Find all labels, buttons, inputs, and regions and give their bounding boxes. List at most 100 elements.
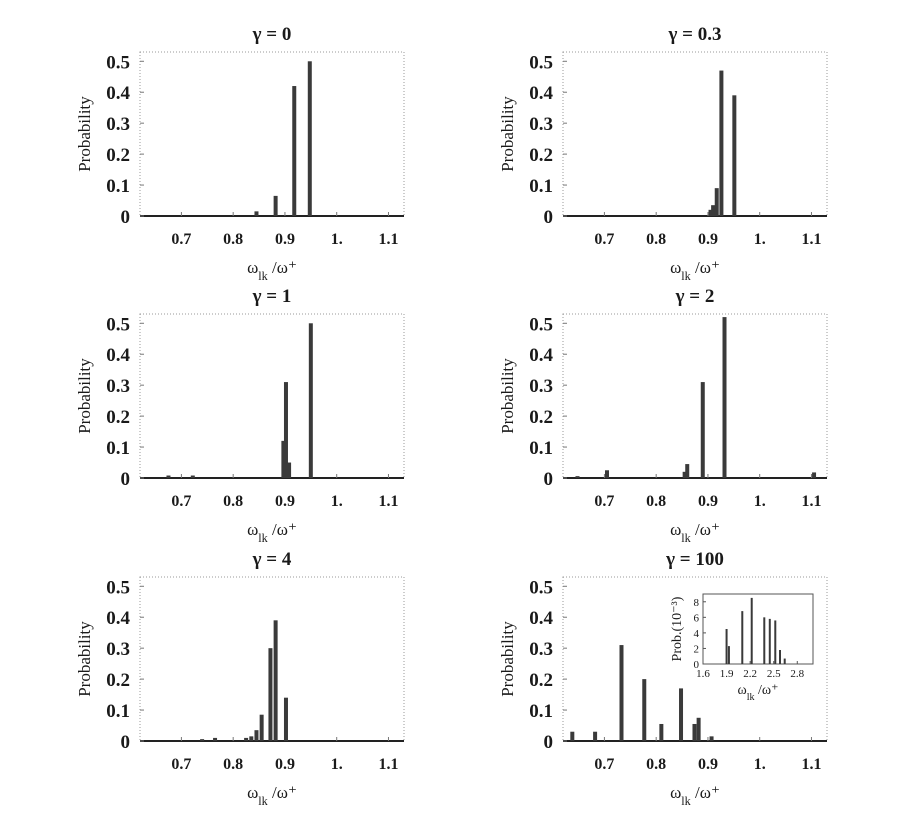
y-tick-label: 0.4 <box>106 345 130 366</box>
x-tick-label: 0.8 <box>223 756 243 773</box>
bar <box>708 209 713 216</box>
inset-x-tick-label: 2.5 <box>767 668 781 680</box>
y-tick-label: 0.5 <box>106 314 130 335</box>
inset-x-tick-label: 2.8 <box>790 668 804 680</box>
inset-x-tick-label: 2.2 <box>743 668 757 680</box>
y-tick-label: 0.5 <box>106 577 130 598</box>
x-tick-label: 1. <box>331 756 343 773</box>
x-tick-label: 1.1 <box>801 231 821 248</box>
inset-bar <box>763 617 766 664</box>
bar <box>711 205 716 216</box>
x-axis-label: ωlk /ω⁺ <box>247 520 297 545</box>
panel-0: γ = 0 0 0.1 0.2 0.3 0.4 0.5 0.7 0.8 0.9 1. 1.1 Proba… <box>75 24 405 283</box>
y-tick-label: 0.2 <box>106 407 130 428</box>
inset-y-tick-label: 0 <box>694 659 700 671</box>
bar <box>570 731 575 741</box>
bar <box>190 475 195 478</box>
bar <box>249 736 254 741</box>
y-tick-label: 0 <box>121 207 131 228</box>
bar <box>685 464 690 478</box>
y-tick-label: 0 <box>121 469 131 490</box>
plot-frame <box>139 576 405 742</box>
y-tick-label: 0.3 <box>529 114 553 135</box>
y-tick-label: 0.3 <box>529 376 553 397</box>
x-tick-label: 0.8 <box>223 231 243 248</box>
y-tick-label: 0.1 <box>529 176 553 197</box>
y-tick-label: 0.2 <box>529 407 553 428</box>
y-tick-label: 0.3 <box>529 639 553 660</box>
bar <box>259 714 264 741</box>
y-tick-label: 0.1 <box>106 176 130 197</box>
inset-y-axis-label: Prob.(10⁻³) <box>670 596 685 661</box>
y-tick-label: 0.4 <box>106 608 130 629</box>
bar <box>281 440 286 478</box>
bar <box>273 195 278 216</box>
x-tick-label: 0.9 <box>698 756 718 773</box>
inset-bar <box>725 629 728 664</box>
bar <box>575 476 580 478</box>
x-axis-label: ωlk /ω⁺ <box>670 258 720 283</box>
x-tick-label: 0.8 <box>223 493 243 510</box>
y-tick-label: 0.4 <box>529 345 553 366</box>
bar <box>605 470 609 478</box>
plot-frame <box>562 576 828 742</box>
y-axis-label: Probability <box>75 358 94 434</box>
bar <box>619 645 624 741</box>
inset-bar <box>727 646 730 664</box>
y-tick-label: 0.5 <box>529 314 553 335</box>
inset-bar <box>768 618 771 664</box>
y-tick-label: 0.1 <box>529 701 553 722</box>
y-axis-label: Probability <box>75 621 94 697</box>
plot-frame <box>562 313 828 479</box>
x-tick-label: 1. <box>754 231 766 248</box>
inset-x-tick-label: 1.6 <box>696 668 710 680</box>
inset-bar <box>741 611 744 664</box>
y-tick-label: 0 <box>544 732 554 753</box>
panel-title: γ = 2 <box>675 286 715 307</box>
x-tick-label: 0.9 <box>275 493 295 510</box>
x-tick-label: 0.7 <box>171 756 191 773</box>
bar <box>283 697 288 741</box>
y-axis-label: Probability <box>498 358 517 434</box>
panel-title: γ = 0 <box>252 24 292 45</box>
y-tick-label: 0.4 <box>529 608 553 629</box>
y-axis-label: Probability <box>75 96 94 172</box>
x-axis-label: ωlk /ω⁺ <box>247 258 297 283</box>
panel-title: γ = 0.3 <box>668 24 722 45</box>
y-tick-label: 0.5 <box>106 52 130 73</box>
y-tick-label: 0.3 <box>106 639 130 660</box>
y-tick-label: 0 <box>544 469 554 490</box>
x-tick-label: 0.9 <box>698 493 718 510</box>
bar <box>287 462 292 478</box>
bar <box>166 475 171 478</box>
y-tick-label: 0.4 <box>529 83 553 104</box>
bar <box>283 382 288 478</box>
y-tick-label: 0 <box>544 207 554 228</box>
plot-frame <box>139 313 405 479</box>
panel-title: γ = 1 <box>252 286 292 307</box>
panel-4: γ = 4 0 0.1 0.2 0.3 0.4 0.5 0.7 0.8 0.9 1. 1.1 Proba… <box>75 549 405 808</box>
bar <box>307 61 312 216</box>
x-tick-label: 0.9 <box>275 231 295 248</box>
y-tick-label: 0.3 <box>106 376 130 397</box>
bar <box>213 737 218 741</box>
y-tick-label: 0.1 <box>106 701 130 722</box>
bar <box>268 648 273 741</box>
bar <box>659 723 664 741</box>
y-tick-label: 0.5 <box>529 52 553 73</box>
bar <box>200 739 205 741</box>
inset-y-tick-label: 6 <box>694 612 700 624</box>
bar <box>700 382 705 478</box>
bar <box>254 211 259 216</box>
panel-5: γ = 100 0 0.1 0.2 0.3 0.4 0.5 0.7 0.8 0.9 1. 1.1 Pro… <box>498 549 828 808</box>
x-tick-label: 0.7 <box>171 231 191 248</box>
panel-title: γ = 100 <box>665 549 724 570</box>
panel-1: γ = 0.3 0 0.1 0.2 0.3 0.4 0.5 0.7 0.8 0.9 1. 1.1 Pro… <box>498 24 828 283</box>
x-tick-label: 1.1 <box>801 493 821 510</box>
x-tick-label: 1. <box>331 493 343 510</box>
y-tick-label: 0.2 <box>106 145 130 166</box>
bar <box>732 95 737 216</box>
x-tick-label: 0.7 <box>594 493 614 510</box>
x-tick-label: 0.7 <box>171 493 191 510</box>
panel-title: γ = 4 <box>252 549 292 570</box>
